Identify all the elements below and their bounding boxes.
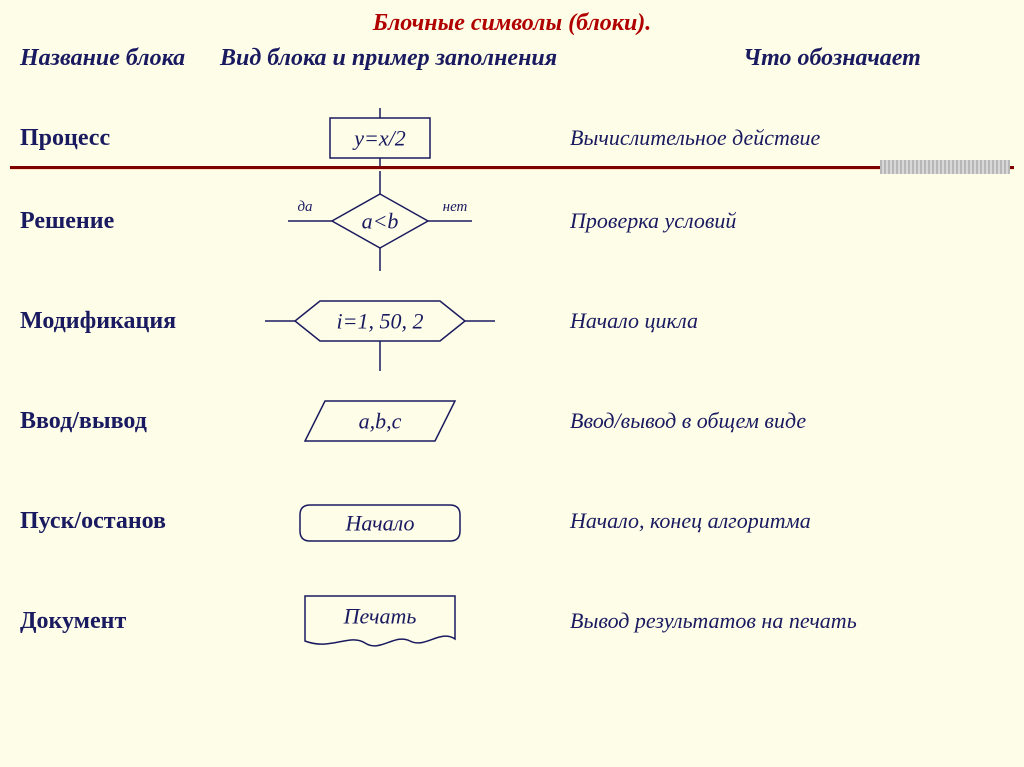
modification-label: i=1, 50, 2 bbox=[337, 309, 424, 334]
block-name: Модификация bbox=[20, 308, 230, 335]
decision-shape: a<b да нет bbox=[230, 171, 530, 271]
block-name: Процесс bbox=[20, 125, 230, 152]
row-process: Процесс y=x/2 Вычислительное действие bbox=[20, 108, 1004, 168]
block-desc: Начало, конец алгоритма bbox=[530, 508, 1004, 534]
document-label: Печать bbox=[343, 604, 417, 629]
row-document: Документ Печать Вывод результатов на печ… bbox=[0, 571, 1024, 671]
process-shape: y=x/2 bbox=[230, 108, 530, 168]
process-label: y=x/2 bbox=[352, 126, 406, 151]
io-label: a,b,c bbox=[359, 409, 402, 434]
block-name: Пуск/останов bbox=[20, 508, 230, 535]
block-name: Документ bbox=[20, 608, 230, 635]
yes-label: да bbox=[297, 199, 312, 215]
block-desc: Ввод/вывод в общем виде bbox=[530, 408, 1004, 434]
header-view: Вид блока и пример заполнения bbox=[220, 45, 660, 72]
header-meaning: Что обозначает bbox=[660, 45, 1004, 72]
row-io: Ввод/вывод a,b,c Ввод/вывод в общем виде bbox=[0, 371, 1024, 471]
terminator-shape: Начало bbox=[230, 471, 530, 571]
block-name: Ввод/вывод bbox=[20, 408, 230, 435]
block-desc: Вычислительное действие bbox=[530, 125, 1004, 151]
terminator-label: Начало bbox=[345, 511, 415, 536]
document-shape: Печать bbox=[230, 571, 530, 671]
block-desc: Начало цикла bbox=[530, 308, 1004, 334]
row-terminator: Пуск/останов Начало Начало, конец алгори… bbox=[0, 471, 1024, 571]
column-headers: Название блока Вид блока и пример заполн… bbox=[0, 37, 1024, 76]
block-desc: Проверка условий bbox=[530, 208, 1004, 234]
header-name: Название блока bbox=[20, 45, 220, 72]
no-label: нет bbox=[443, 199, 468, 215]
row-modification: Модификация i=1, 50, 2 Начало цикла bbox=[0, 271, 1024, 371]
block-name: Решение bbox=[20, 208, 230, 235]
decision-label: a<b bbox=[362, 209, 399, 234]
row-decision: Решение a<b да нет Проверка условий bbox=[0, 171, 1024, 271]
modification-shape: i=1, 50, 2 bbox=[230, 271, 530, 371]
io-shape: a,b,c bbox=[230, 371, 530, 471]
block-desc: Вывод результатов на печать bbox=[530, 608, 1004, 634]
page-title: Блочные символы (блоки). bbox=[0, 0, 1024, 37]
